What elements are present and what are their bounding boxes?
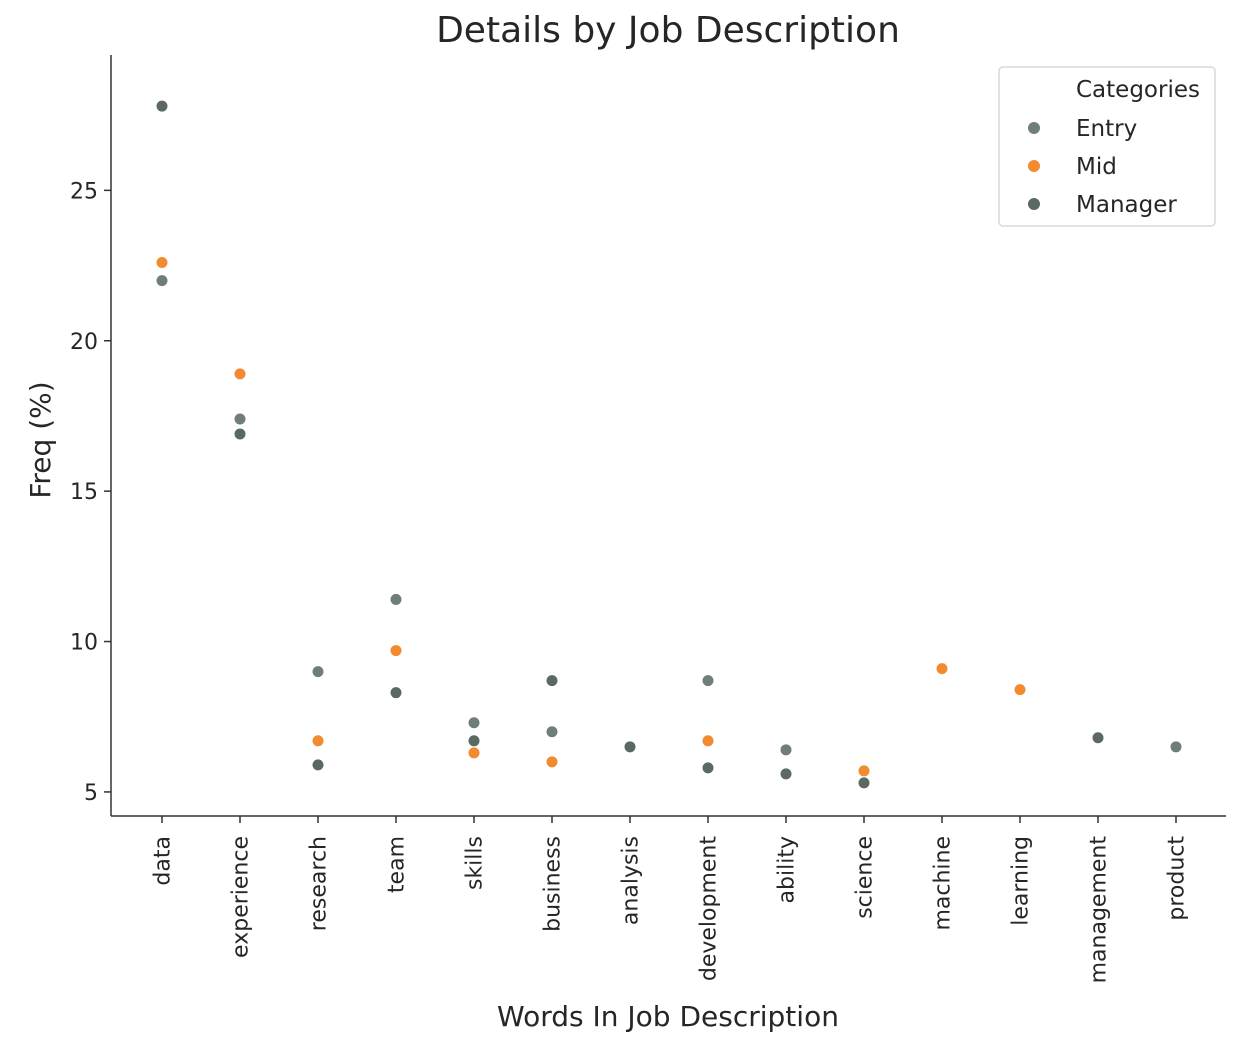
x-tick-label: analysis [619, 836, 644, 925]
x-tick-label: team [385, 836, 410, 893]
data-point-manager [623, 740, 637, 754]
data-point-entry [701, 674, 715, 688]
chart-title: Details by Job Description [436, 10, 900, 51]
data-point-manager [155, 99, 169, 113]
x-tick-label: ability [775, 836, 800, 903]
y-axis-ticks: 5 10 15 20 25 [70, 179, 111, 806]
data-point-entry [779, 743, 793, 757]
data-point-manager [467, 734, 481, 748]
x-tick-label: data [151, 836, 176, 886]
x-tick-label: business [541, 836, 566, 932]
data-point-mid [389, 644, 403, 658]
data-point-entry [545, 725, 559, 739]
data-point-entry [389, 592, 403, 606]
data-point-manager [389, 686, 403, 700]
data-point-manager [311, 758, 325, 772]
data-point-mid [857, 764, 871, 778]
y-tick-label: 10 [70, 631, 98, 656]
data-point-entry [311, 665, 325, 679]
y-tick-label: 5 [84, 781, 98, 806]
data-point-manager [857, 776, 871, 790]
data-point-mid [545, 755, 559, 769]
data-point-entry [1169, 740, 1183, 754]
y-tick-label: 20 [70, 330, 98, 355]
data-point-manager [701, 761, 715, 775]
data-point-manager [545, 674, 559, 688]
axes [110, 55, 1226, 817]
data-points [155, 99, 1183, 790]
legend: Categories Entry Mid Manager [998, 66, 1216, 227]
x-axis-ticks: data experience research team skills business… [151, 816, 1190, 983]
data-point-mid [155, 256, 169, 270]
series-manager [155, 99, 1105, 790]
x-tick-label: experience [229, 836, 254, 958]
legend-marker-manager [1027, 197, 1041, 211]
legend-marker-entry [1027, 121, 1041, 135]
data-point-mid [935, 662, 949, 676]
x-tick-label: skills [463, 836, 488, 890]
data-point-mid [701, 734, 715, 748]
data-point-entry [233, 412, 247, 426]
legend-label-manager: Manager [1076, 192, 1177, 218]
legend-title: Categories [1076, 77, 1200, 103]
y-tick-label: 25 [70, 179, 98, 204]
data-point-entry [467, 716, 481, 730]
series-entry [155, 274, 1183, 757]
x-tick-label: science [853, 836, 878, 919]
x-tick-label: management [1087, 836, 1112, 984]
data-point-mid [311, 734, 325, 748]
series-mid [155, 256, 1027, 778]
data-point-manager [1091, 731, 1105, 745]
x-axis-label: Words In Job Description [497, 1000, 839, 1033]
legend-frame [998, 66, 1216, 227]
data-point-mid [233, 367, 247, 381]
x-tick-label: development [697, 836, 722, 982]
data-point-manager [779, 767, 793, 781]
legend-label-mid: Mid [1076, 154, 1117, 180]
y-axis-label: Freq (%) [24, 381, 57, 498]
x-tick-label: learning [1009, 836, 1034, 926]
x-tick-label: research [307, 836, 332, 931]
data-point-manager [233, 427, 247, 441]
y-tick-label: 15 [70, 480, 98, 505]
data-point-mid [1013, 683, 1027, 697]
legend-label-entry: Entry [1076, 116, 1137, 142]
data-point-mid [467, 746, 481, 760]
x-tick-label: machine [931, 836, 956, 931]
x-tick-label: product [1165, 836, 1190, 921]
legend-marker-mid [1027, 159, 1041, 173]
data-point-entry [155, 274, 169, 288]
